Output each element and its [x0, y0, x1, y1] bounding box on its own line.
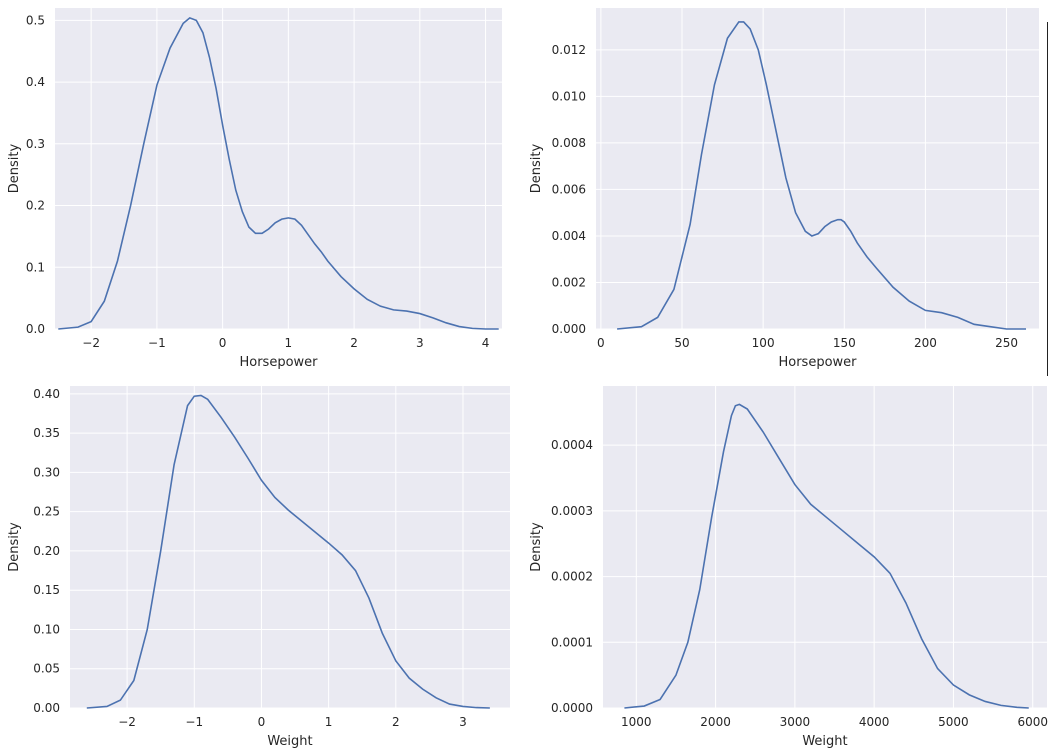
x-tick-label: 150 [833, 336, 856, 350]
x-tick-label: 5000 [938, 715, 969, 729]
y-tick-label: 0.40 [33, 387, 60, 401]
chart-2: 0 50 100 150 200 250 0.000 0.002 0.004 0.006 0.008… [529, 8, 1039, 370]
density-curve [624, 403, 1029, 709]
y-tick-label: 0.010 [552, 89, 586, 103]
x-tick-label: 3 [459, 715, 467, 729]
x-tick-label: 0 [597, 336, 605, 350]
x-tick-label: 50 [674, 336, 689, 350]
y-tick-label: 0.0000 [551, 701, 593, 715]
y-tick-label: 0.000 [552, 322, 586, 336]
x-axis-label: Horsepower [778, 355, 857, 370]
y-tick-label: 0.20 [33, 544, 60, 558]
x-tick-label: −2 [82, 336, 100, 350]
y-tick-label: 0.15 [33, 583, 60, 597]
y-tick-label: 0.0002 [551, 570, 593, 584]
y-axis-label: Density [7, 522, 22, 572]
y-tick-label: 0.006 [552, 182, 586, 196]
y-axis-label: Density [529, 143, 544, 193]
y-tick-label: 0.2 [26, 199, 45, 213]
density-curve [86, 394, 490, 709]
x-tick-label: 1000 [621, 715, 652, 729]
x-tick-label: −1 [148, 336, 166, 350]
plot-area [603, 386, 1047, 708]
y-tick-label: 0.5 [26, 13, 45, 27]
y-tick-label: 0.10 [33, 622, 60, 636]
x-tick-label: 3 [416, 336, 424, 350]
plot-area [55, 8, 502, 329]
x-tick-label: 2 [350, 336, 358, 350]
x-tick-label: 3000 [780, 715, 811, 729]
x-tick-label: 200 [914, 336, 937, 350]
y-tick-label: 0.1 [26, 260, 45, 274]
x-tick-label: 4 [482, 336, 490, 350]
chart-3: −2 −1 0 1 2 3 0.00 0.05 0.10 0.15 0.20 0.25 0.30 0.35… [7, 386, 510, 749]
y-tick-label: 0.004 [552, 229, 586, 243]
x-tick-label: 2000 [700, 715, 731, 729]
x-tick-label: 2 [392, 715, 400, 729]
x-tick-label: 250 [995, 336, 1018, 350]
x-tick-label: 6000 [1017, 715, 1048, 729]
x-axis-label: Horsepower [239, 355, 318, 370]
y-tick-label: 0.0004 [551, 438, 593, 452]
density-curve [58, 16, 499, 330]
y-tick-label: 0.012 [552, 43, 586, 57]
y-axis-label: Density [7, 143, 22, 193]
y-axis-label: Density [529, 522, 544, 572]
density-curve [617, 21, 1027, 330]
chart-1: −2 −1 0 1 2 3 4 0.0 0.1 0.2 0.3 0.4 0.5 Horsepower Den… [7, 8, 502, 370]
y-tick-label: 0.3 [26, 137, 45, 151]
y-tick-label: 0.0 [26, 322, 45, 336]
x-tick-label: 0 [258, 715, 266, 729]
x-tick-label: 1 [325, 715, 333, 729]
plot-area [596, 8, 1039, 329]
x-tick-label: 0 [219, 336, 227, 350]
x-axis-label: Weight [802, 734, 847, 749]
x-tick-label: 100 [752, 336, 775, 350]
y-tick-label: 0.008 [552, 136, 586, 150]
plot-area [70, 386, 510, 708]
y-tick-label: 0.05 [33, 662, 60, 676]
y-tick-label: 0.4 [26, 75, 45, 89]
x-tick-label: 1 [285, 336, 293, 350]
y-tick-label: 0.0003 [551, 504, 593, 518]
x-tick-label: 4000 [859, 715, 890, 729]
y-tick-label: 0.30 [33, 465, 60, 479]
y-tick-label: 0.002 [552, 275, 586, 289]
y-tick-label: 0.35 [33, 426, 60, 440]
chart-4: 1000 2000 3000 4000 5000 6000 0.0000 0.0001 0.00… [529, 386, 1048, 749]
y-tick-label: 0.0001 [551, 635, 593, 649]
y-tick-label: 0.00 [33, 701, 60, 715]
x-axis-label: Weight [267, 734, 312, 749]
y-tick-label: 0.25 [33, 505, 60, 519]
x-tick-label: −2 [118, 715, 136, 729]
x-tick-label: −1 [185, 715, 203, 729]
